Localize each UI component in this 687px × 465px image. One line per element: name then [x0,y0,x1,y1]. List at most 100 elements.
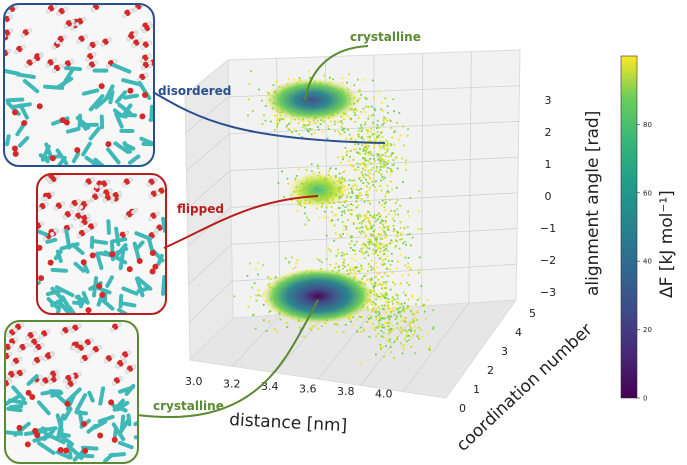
free-energy-point [284,257,287,260]
free-energy-point [348,73,350,76]
free-energy-point [357,216,360,218]
water-hydrogen-atom [131,210,136,215]
free-energy-point [392,328,395,331]
free-energy-point [402,242,405,245]
free-energy-point [379,346,382,349]
free-energy-point [384,272,386,275]
free-energy-point [375,294,378,297]
free-energy-point [358,89,361,92]
free-energy-point [377,314,379,317]
free-energy-point [321,261,323,264]
free-energy-point [276,125,278,128]
free-energy-point [372,232,375,235]
free-energy-point [391,300,394,303]
free-energy-point [348,133,351,136]
water-hydrogen-atom [14,49,19,55]
molecule-bond [38,229,49,237]
free-energy-point [365,151,368,154]
molecule-bond [55,249,63,264]
free-energy-point [409,268,412,271]
free-energy-point [399,227,402,229]
free-energy-point [333,323,336,326]
free-energy-point [396,199,399,202]
molecule-oxygen-atom [16,424,23,431]
y-tick-label: 1 [473,383,480,396]
z-axis-title: alignment angle [rad] [583,111,603,296]
free-energy-point [393,298,396,301]
free-energy-point [408,284,411,286]
free-energy-point [275,122,278,125]
free-energy-point [351,192,354,194]
free-energy-point [349,213,352,215]
molecule-bond [112,398,126,412]
free-energy-point [391,136,393,139]
water-hydrogen-atom [46,329,51,334]
free-energy-point [368,151,371,153]
molecule-oxygen-atom [136,258,143,265]
free-energy-point [408,339,410,341]
free-energy-point [377,278,380,281]
free-energy-point [334,266,336,269]
free-energy-point [358,116,360,119]
free-energy-point [387,226,389,229]
free-energy-point [341,254,343,257]
free-energy-point [378,319,380,322]
free-energy-point [379,162,382,165]
free-energy-point [383,206,386,209]
molecule-bond [36,400,51,416]
free-energy-point [398,247,401,250]
free-energy-point [408,324,411,327]
free-energy-point [362,138,365,141]
y-tick-label: 5 [529,307,536,320]
free-energy-point [378,157,380,160]
molecule-bond [72,300,85,306]
free-energy-point [367,117,370,120]
water-hydrogen-atom [124,369,130,374]
free-energy-point [365,191,368,193]
molecule-bond [115,400,130,412]
free-energy-point [310,163,313,166]
free-energy-point [369,241,372,244]
free-energy-point [384,317,387,320]
molecule-oxygen-atom [57,447,64,454]
free-energy-point [423,310,426,313]
free-energy-point [381,317,383,320]
free-energy-point [252,314,254,316]
free-energy-point [366,270,369,272]
free-energy-point [346,219,349,222]
free-energy-point [352,268,354,271]
free-energy-point [370,268,373,271]
free-energy-point [379,237,382,240]
free-energy-point [369,158,372,160]
free-energy-point [392,309,394,312]
free-energy-point [407,273,410,276]
water-hydrogen-atom [127,350,132,355]
molecule-bond [115,90,128,104]
free-energy-point [357,151,360,154]
water-hydrogen-atom [53,227,58,233]
free-energy-point [374,133,377,135]
free-energy-point [386,184,389,187]
free-energy-point [359,147,361,150]
free-energy-point [335,330,338,333]
water-hydrogen-atom [92,222,98,227]
free-energy-point [354,272,356,275]
free-energy-point [352,204,354,206]
water-hydrogen-atom [102,198,108,203]
free-energy-point [374,303,377,306]
free-energy-point [350,137,353,139]
free-energy-point [337,248,339,251]
free-energy-point [376,281,379,284]
free-energy-point [366,193,369,196]
free-energy-point [408,329,410,331]
free-energy-point [417,326,420,329]
free-energy-point [417,210,420,212]
water-hydrogen-atom [131,364,137,369]
water-hydrogen-atom [69,209,75,215]
water-hydrogen-atom [54,369,60,374]
free-energy-point [383,287,386,289]
free-energy-point [376,327,379,329]
free-energy-point [389,331,391,334]
free-energy-point [358,230,361,233]
free-energy-point [390,169,393,171]
